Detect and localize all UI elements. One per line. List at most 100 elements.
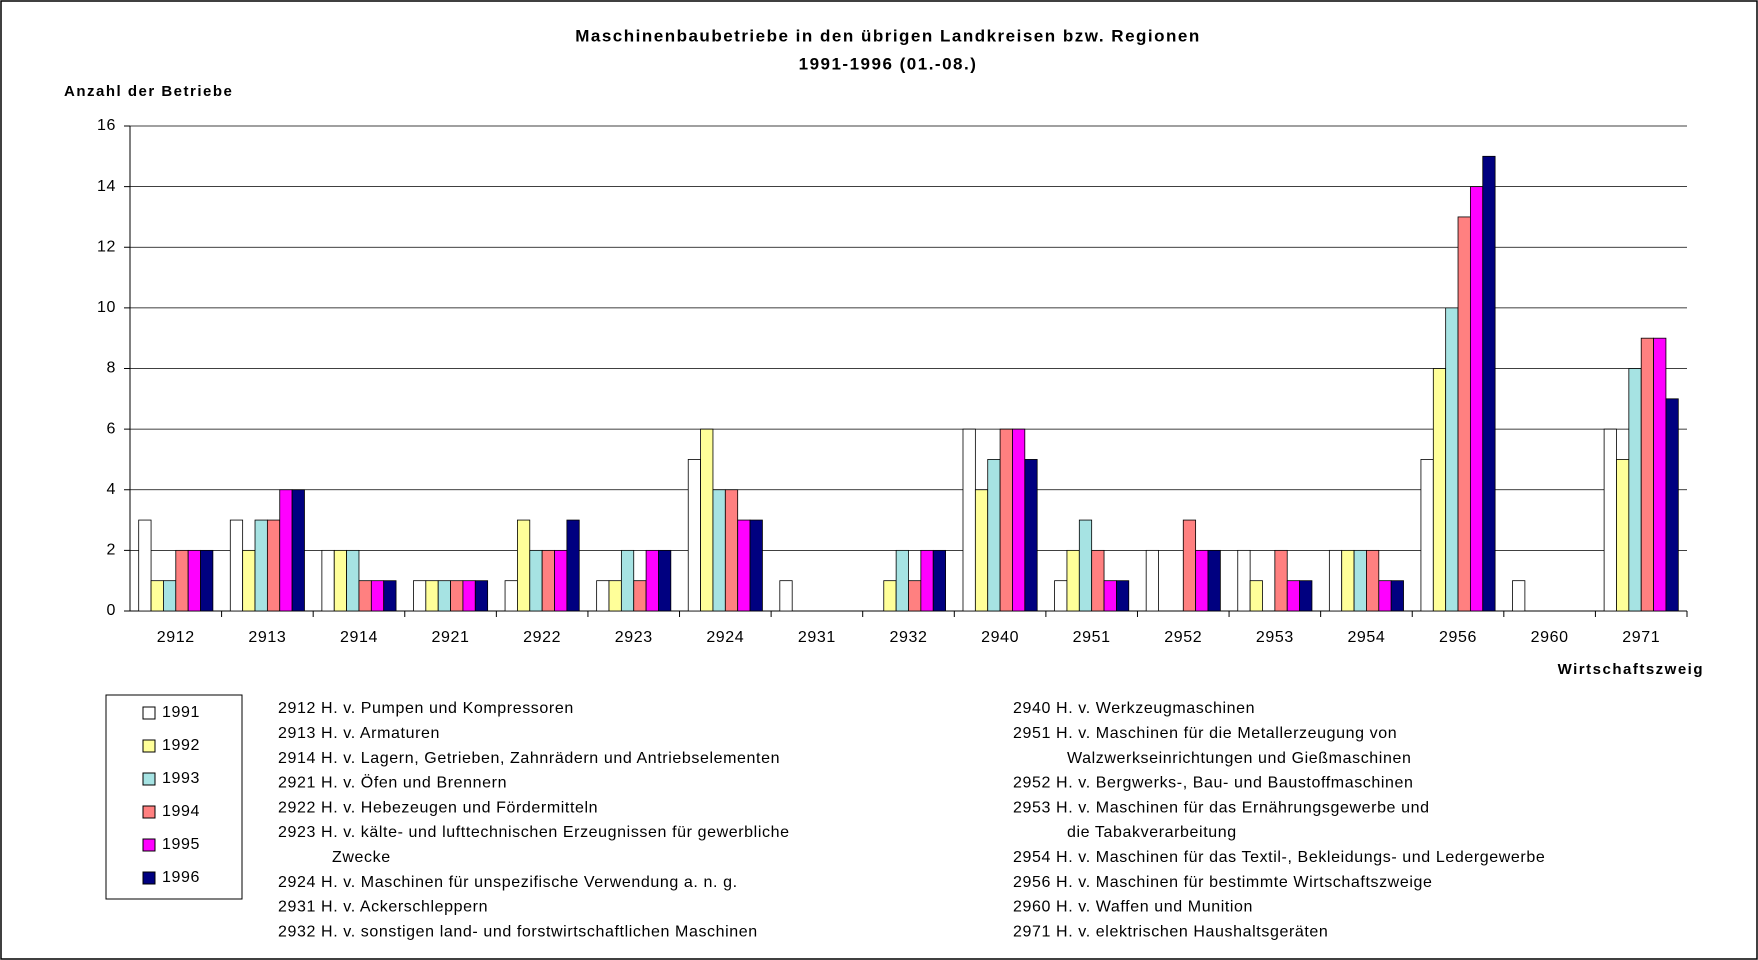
bar [712, 489, 726, 612]
bar [321, 549, 335, 612]
bar [1482, 155, 1496, 612]
note-line: Walzwerkseinrichtungen und Gießmaschinen [1067, 750, 1411, 767]
bar [920, 549, 934, 612]
bar [1328, 549, 1343, 612]
bar [1091, 549, 1105, 612]
y-tick-label: 10 [97, 299, 116, 316]
bar [474, 580, 489, 612]
bar [974, 489, 989, 612]
bar [1103, 580, 1117, 612]
bar [266, 519, 281, 612]
bar [608, 580, 622, 612]
legend-label: 1992 [162, 737, 200, 754]
bar [620, 549, 635, 612]
x-tick-label: 2924 [706, 629, 744, 646]
x-tick-label: 2971 [1622, 629, 1660, 646]
note-line: 2952 H. v. Bergwerks-, Bau- und Baustoff… [1013, 775, 1414, 792]
bar [425, 580, 439, 612]
x-tick-label: 2923 [615, 629, 653, 646]
bar [175, 549, 189, 612]
bar [1353, 549, 1367, 612]
bar [779, 580, 793, 612]
bar [1066, 549, 1080, 612]
chart-title: Maschinenbaubetriebe in den übrigen Land… [575, 26, 1201, 45]
y-tick-label: 0 [107, 602, 117, 619]
bar [1299, 580, 1313, 612]
chart-subtitle: 1991-1996 (01.-08.) [799, 54, 978, 73]
bar [529, 549, 543, 612]
bar [1366, 549, 1380, 612]
legend-swatch [142, 772, 156, 786]
note-line: 2954 H. v. Maschinen für das Textil-, Be… [1013, 849, 1545, 866]
bar [1182, 519, 1197, 612]
note-line: 2960 H. v. Waffen und Munition [1013, 899, 1253, 916]
x-tick-label: 2956 [1439, 629, 1477, 646]
bar [554, 549, 568, 612]
bar [1054, 580, 1068, 612]
bar [1457, 216, 1471, 612]
bar [333, 549, 348, 612]
bar [1469, 186, 1484, 612]
note-line: 2932 H. v. sonstigen land- und forstwirt… [278, 923, 758, 940]
legend-swatch [142, 805, 156, 819]
x-tick-label: 2952 [1164, 629, 1202, 646]
bar [1653, 337, 1667, 612]
bar [517, 519, 531, 612]
legend-label: 1995 [162, 836, 200, 853]
note-line: 2953 H. v. Maschinen für das Ernährungsg… [1013, 799, 1430, 816]
note-line: Zwecke [332, 849, 391, 866]
bar [749, 519, 763, 612]
note-line: die Tabakverarbeitung [1067, 824, 1237, 841]
legend-box [105, 694, 243, 900]
bar [633, 580, 647, 612]
bar [1024, 459, 1038, 612]
bar [687, 459, 701, 612]
y-tick-label: 4 [107, 481, 117, 498]
x-tick-label: 2932 [890, 629, 928, 646]
bar [1341, 549, 1355, 612]
legend-label: 1991 [162, 704, 200, 721]
bar [1432, 368, 1447, 612]
y-tick-label: 16 [97, 117, 116, 134]
bar [1116, 580, 1130, 612]
legend-label: 1996 [162, 869, 200, 886]
bar [724, 489, 739, 612]
bar [1145, 549, 1159, 612]
bar [908, 580, 922, 612]
bar [462, 580, 476, 612]
y-tick-label: 14 [97, 178, 116, 195]
bar [1195, 549, 1209, 612]
legend-swatch [142, 838, 156, 852]
note-line: 2923 H. v. kälte- und lufttechnischen Er… [278, 824, 790, 841]
bar [541, 549, 555, 612]
x-tick-label: 2921 [432, 629, 470, 646]
bar [1249, 580, 1263, 612]
bar [163, 580, 177, 612]
bar [1012, 428, 1026, 612]
x-tick-label: 2913 [248, 629, 286, 646]
x-tick-label: 2951 [1073, 629, 1111, 646]
x-axis-label: Wirtschaftszweig [1558, 661, 1704, 678]
bar [1207, 549, 1221, 612]
bar [1603, 428, 1617, 612]
bar [700, 428, 714, 612]
bar [566, 519, 580, 612]
x-tick-label: 2953 [1256, 629, 1294, 646]
note-line: 2940 H. v. Werkzeugmaschinen [1013, 700, 1255, 717]
bar [346, 549, 360, 612]
bar [658, 549, 672, 612]
legend-label: 1994 [162, 803, 200, 820]
bar [450, 580, 464, 612]
bar [1665, 398, 1679, 612]
bar [383, 580, 397, 612]
bar [645, 549, 659, 612]
bar [1640, 337, 1654, 612]
note-line: 2914 H. v. Lagern, Getrieben, Zahnrädern… [278, 750, 780, 767]
bar [895, 549, 909, 612]
bar [596, 580, 610, 612]
x-tick-label: 2912 [157, 629, 195, 646]
bar [883, 580, 897, 612]
bar [291, 489, 305, 612]
legend-swatch [142, 871, 156, 885]
